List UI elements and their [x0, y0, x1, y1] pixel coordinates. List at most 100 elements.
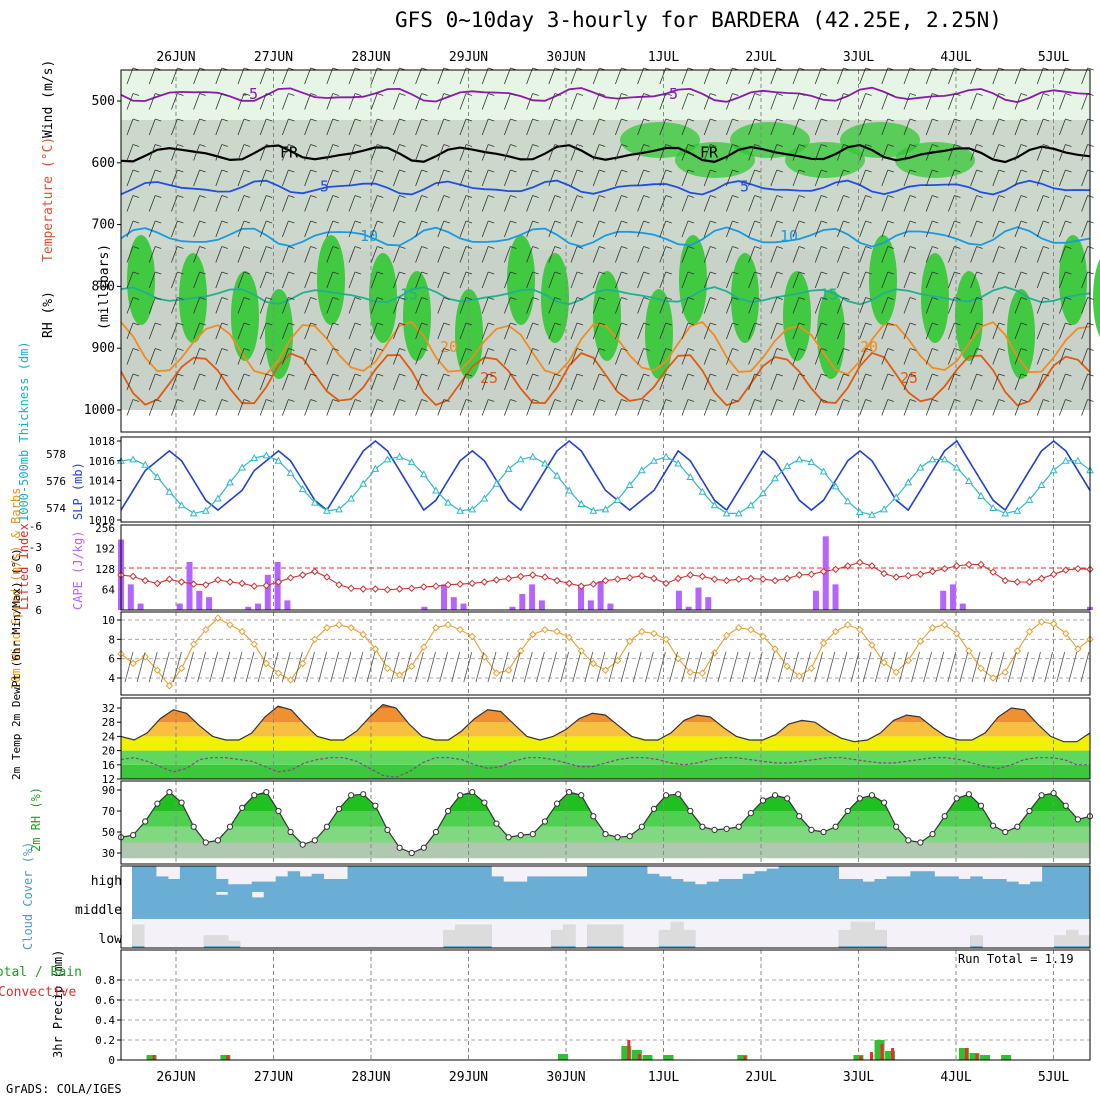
wind-barb — [459, 169, 467, 187]
rh-moist-column — [455, 289, 483, 379]
low-cloud-cell — [587, 924, 600, 946]
thickness-marker — [153, 472, 162, 480]
rh-moist-column — [869, 235, 897, 325]
cloud-level-label: middle — [75, 903, 122, 918]
wind-speed-marker — [286, 676, 295, 684]
wind-barb — [215, 195, 223, 212]
wind-barb — [148, 246, 156, 263]
wind-barb-flag — [687, 169, 695, 173]
wind-barb — [548, 271, 556, 289]
wind-barb — [637, 118, 644, 136]
rh-marker — [505, 834, 512, 841]
wind-barb — [348, 322, 356, 340]
cloud-cell — [539, 876, 552, 892]
wind-barb — [748, 246, 755, 263]
wind-barb — [570, 271, 578, 289]
wind-barb — [304, 220, 311, 238]
wind-barb — [1059, 373, 1066, 391]
wind-barb-flag — [1020, 373, 1028, 377]
credit-text: GrADS: COLA/IGES — [6, 1082, 122, 1096]
wind-barb-flag — [798, 297, 806, 300]
wind-barb-flag — [399, 297, 406, 300]
wind-barb-flag — [310, 322, 317, 326]
wind-barb — [348, 246, 356, 263]
wind-barb-flag — [354, 348, 362, 351]
wind-speed-marker — [940, 621, 949, 629]
rh-marker — [796, 813, 803, 820]
wind-barb-flag — [621, 271, 628, 275]
wind-barb-flag — [488, 297, 495, 300]
lifted-index-marker — [868, 562, 876, 570]
wind-barb — [703, 144, 711, 161]
wind-speed-marker — [1037, 618, 1046, 626]
wind-barb-flag — [821, 144, 828, 147]
wind-barb — [570, 297, 578, 314]
wind-barb-flag — [1043, 195, 1050, 198]
surface-wind-barb — [221, 651, 231, 683]
wind-barb — [1059, 399, 1066, 416]
lifted-index-marker — [432, 582, 440, 590]
wind-barb — [659, 399, 667, 416]
wind-barb — [304, 348, 311, 365]
cloud-cell — [718, 879, 732, 892]
rh-moist-column — [731, 253, 759, 343]
wind-barb — [304, 399, 311, 416]
precip-tick-label: 0.2 — [95, 1034, 115, 1047]
wind-barb — [259, 322, 267, 340]
wind-barb-flag — [687, 144, 695, 147]
cloud-cell — [203, 866, 217, 892]
wind-speed-marker — [323, 624, 331, 632]
wind-barb — [237, 246, 245, 263]
cape-bar — [264, 574, 271, 610]
cloud-cell — [383, 866, 396, 892]
wind-barb — [703, 169, 711, 187]
lifted-index-marker — [916, 570, 925, 579]
rh-marker — [784, 795, 791, 802]
wind-barb-flag — [266, 169, 273, 173]
wind-barb — [259, 348, 267, 365]
wind-barb-flag — [754, 322, 761, 326]
wind-barb — [237, 348, 245, 365]
rh-marker — [965, 791, 972, 798]
wind-speed-marker — [916, 637, 925, 645]
wind-barb — [282, 93, 289, 110]
wind-barb — [1036, 399, 1044, 416]
wind-barb-flag — [266, 118, 273, 122]
wind-barb-flag — [1065, 118, 1072, 122]
rh-marker — [142, 818, 149, 825]
wind-barb-flag — [377, 322, 384, 326]
wind-barb — [237, 195, 245, 212]
wind-barb — [659, 322, 667, 340]
wind-barb — [814, 399, 822, 416]
thickness-marker — [165, 487, 174, 495]
wind-barb-flag — [776, 169, 783, 173]
wind-barb — [792, 169, 800, 187]
wind-barb-flag — [843, 118, 850, 122]
wind-barb — [326, 373, 334, 391]
wind-barb — [1014, 67, 1022, 85]
lifted-index-marker — [686, 571, 694, 579]
wind-barb-flag — [221, 399, 228, 402]
wind-barb-flag — [776, 93, 783, 96]
wind-barb — [148, 322, 156, 340]
legend-convective: Convective — [0, 985, 76, 1000]
thickness-marker — [177, 501, 186, 509]
wind-barb — [370, 195, 378, 212]
thickness-marker — [238, 463, 246, 471]
wind-barb-flag — [532, 220, 539, 224]
lifted-index-marker — [783, 574, 791, 583]
wind-barb-flag — [177, 195, 184, 198]
wind-barb-flag — [421, 271, 428, 275]
wind-barb — [171, 93, 178, 110]
wind-barb-flag — [510, 399, 517, 402]
wind-barb-flag — [310, 348, 317, 351]
wind-barb — [393, 246, 400, 263]
wind-barb — [237, 144, 245, 161]
wind-barb — [1014, 399, 1022, 416]
wind-barb — [703, 348, 711, 365]
wind-barb — [193, 373, 200, 391]
lifted-tick-label: -3 — [29, 541, 42, 554]
cape-bar — [196, 590, 203, 610]
slp-tick-label: 1012 — [89, 494, 116, 507]
wind-barb — [592, 297, 600, 314]
